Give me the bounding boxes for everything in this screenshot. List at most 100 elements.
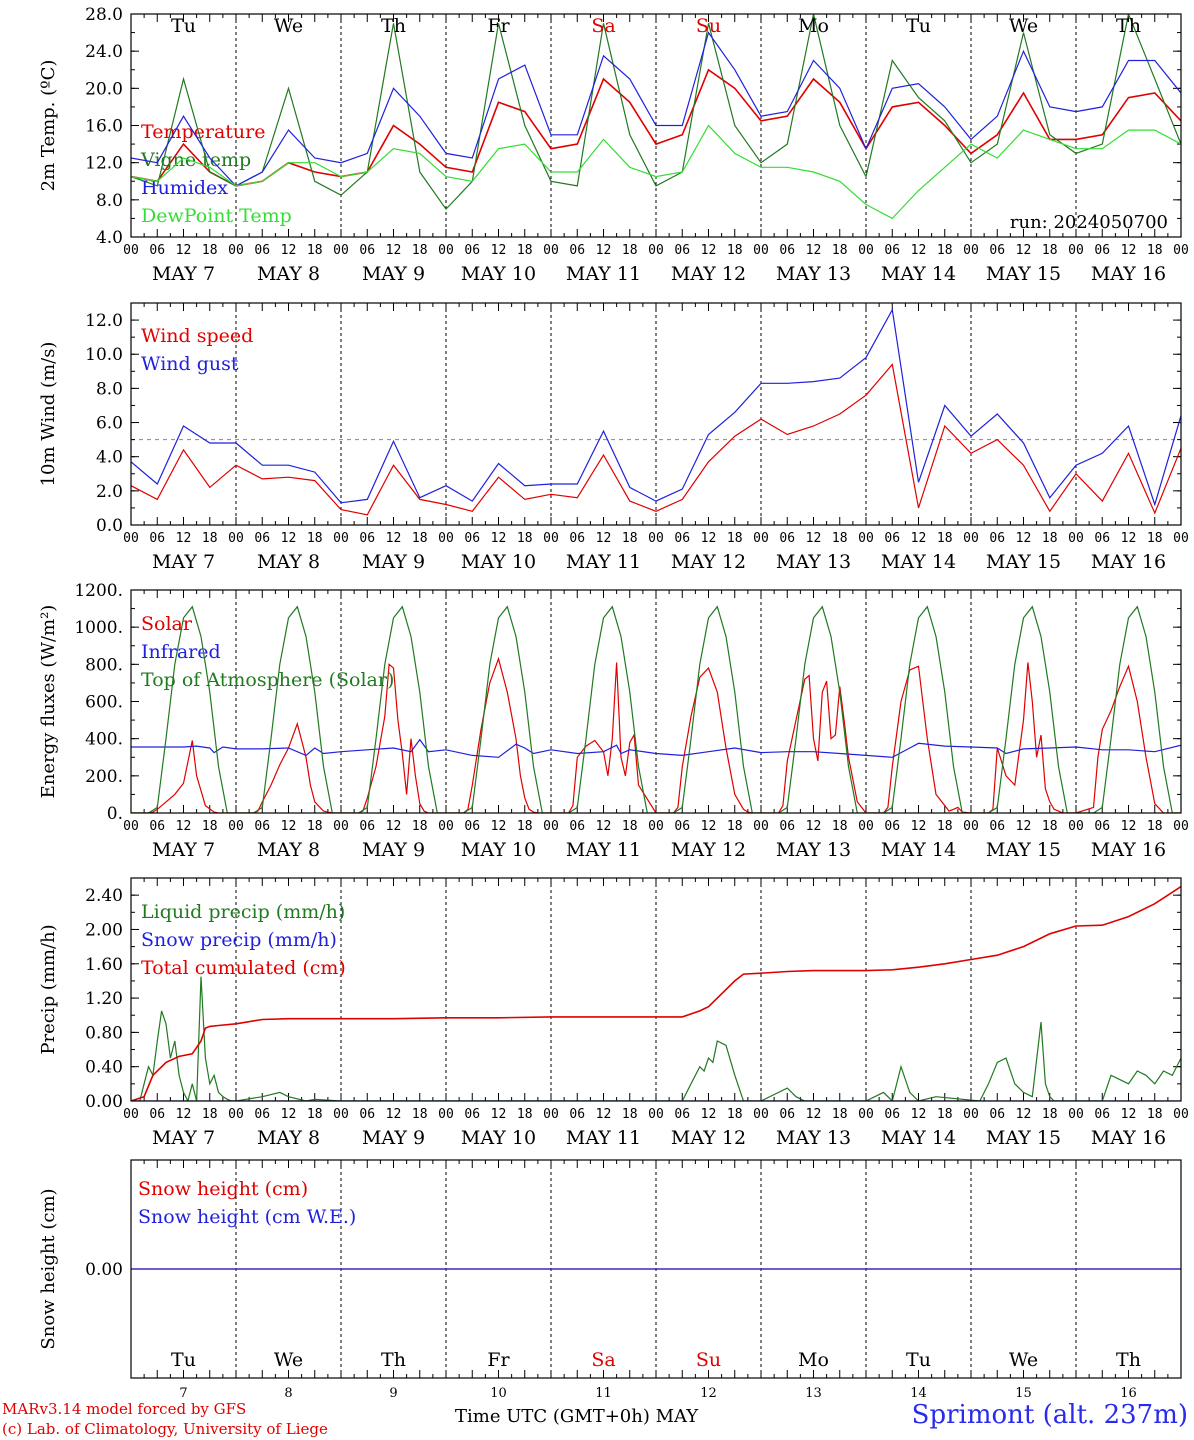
date-label: MAY 15	[986, 263, 1061, 285]
hour-tick-label: 06	[569, 1107, 585, 1122]
date-label: MAY 16	[1091, 551, 1166, 573]
model-credit: MARv3.14 model forced by GFS	[2, 1400, 247, 1418]
hour-tick-label: 06	[674, 1107, 690, 1122]
hour-tick-label: 12	[491, 1107, 507, 1122]
hour-tick-label: 12	[281, 243, 297, 258]
y-axis-title: Precip (mm/h)	[38, 924, 59, 1054]
y-tick-label: 200.	[85, 767, 123, 787]
hour-tick-label: 18	[412, 1107, 428, 1122]
hour-tick-label: 06	[1094, 531, 1110, 546]
hour-tick-label: 06	[1094, 1107, 1110, 1122]
y-tick-label: 4.0	[96, 448, 123, 468]
day-of-week-label: We	[274, 15, 303, 37]
legend-entry: Solar	[141, 613, 193, 635]
hour-tick-label: 18	[517, 819, 533, 834]
legend-entry: Total cumulated (cm)	[141, 957, 346, 979]
date-label: MAY 15	[986, 551, 1061, 573]
legend-entry: Snow height (cm W.E.)	[138, 1206, 356, 1228]
date-label: MAY 14	[881, 1127, 956, 1149]
hour-tick-label: 12	[281, 531, 297, 546]
series-line-wind-speed	[131, 363, 1181, 516]
y-axis-title: 10m Wind (m/s)	[38, 342, 59, 487]
hour-tick-label: 18	[202, 243, 218, 258]
hour-tick-label: 00	[333, 531, 349, 546]
hour-tick-label: 12	[386, 1107, 402, 1122]
hour-tick-label: 12	[1121, 819, 1137, 834]
plot-frame	[130, 1159, 1182, 1379]
y-tick-label: 12.0	[85, 311, 123, 331]
hour-tick-label: 06	[149, 243, 165, 258]
series-line-infrared	[131, 738, 1181, 758]
legend-entry: Snow height (cm)	[138, 1178, 308, 1200]
hour-tick-label: 00	[648, 531, 664, 546]
hour-tick-label: 18	[307, 531, 323, 546]
hour-tick-label: 12	[596, 1107, 612, 1122]
hour-tick-label: 00	[228, 243, 244, 258]
hour-tick-label: 06	[779, 1107, 795, 1122]
hour-tick-label: 06	[359, 243, 375, 258]
hour-tick-label: 18	[622, 819, 638, 834]
hour-tick-label: 12	[1016, 819, 1032, 834]
hour-tick-label: 06	[359, 531, 375, 546]
y-tick-label: 2.00	[85, 920, 123, 940]
series-line-top-of-atmosphere-solar-	[131, 605, 1181, 813]
y-tick-label: 1.60	[85, 955, 123, 975]
hour-tick-label: 00	[438, 819, 454, 834]
hour-tick-label: 00	[438, 1107, 454, 1122]
date-label: MAY 13	[776, 263, 851, 285]
hour-tick-label: 06	[884, 243, 900, 258]
date-label: MAY 9	[362, 263, 425, 285]
day-number-label: 11	[595, 1386, 612, 1401]
date-label: MAY 14	[881, 263, 956, 285]
hour-tick-label: 00	[438, 243, 454, 258]
day-number-label: 10	[490, 1386, 507, 1401]
date-label: MAY 7	[152, 551, 215, 573]
hour-tick-label: 00	[1173, 1107, 1189, 1122]
y-tick-label: 400.	[85, 730, 123, 750]
plot-frame	[130, 302, 1182, 526]
panel-temp: 4.0 8.0 12.0 16.0 20.0 24.0 28.0 2m Temp. (ºC) T…	[38, 5, 1189, 285]
hour-tick-label: 06	[359, 1107, 375, 1122]
day-of-week-label: Sa	[591, 1349, 615, 1371]
run-annotation: run: 2024050700	[1010, 212, 1168, 233]
date-label: MAY 8	[257, 551, 320, 573]
date-label: MAY 10	[461, 263, 536, 285]
date-label: MAY 9	[362, 1127, 425, 1149]
hour-tick-label: 12	[1121, 243, 1137, 258]
y-tick-label: 0.00	[85, 1260, 123, 1280]
hour-tick-label: 18	[1042, 1107, 1058, 1122]
hour-tick-label: 06	[989, 531, 1005, 546]
hour-tick-label: 18	[202, 531, 218, 546]
hour-tick-label: 00	[543, 243, 559, 258]
hour-tick-label: 12	[1121, 531, 1137, 546]
hour-tick-label: 12	[701, 531, 717, 546]
hour-tick-label: 18	[307, 819, 323, 834]
hour-tick-label: 18	[202, 819, 218, 834]
hour-tick-label: 06	[884, 1107, 900, 1122]
y-tick-label: 16.0	[85, 117, 123, 137]
hour-tick-label: 12	[176, 243, 192, 258]
date-label: MAY 12	[671, 1127, 746, 1149]
date-label: MAY 15	[986, 1127, 1061, 1149]
hour-tick-label: 12	[911, 243, 927, 258]
date-label: MAY 12	[671, 551, 746, 573]
hour-tick-label: 00	[753, 1107, 769, 1122]
hour-tick-label: 06	[1094, 243, 1110, 258]
hour-tick-label: 06	[254, 243, 270, 258]
hour-tick-label: 06	[149, 531, 165, 546]
hour-tick-label: 00	[858, 819, 874, 834]
hour-tick-label: 00	[1068, 819, 1084, 834]
hour-tick-label: 06	[884, 819, 900, 834]
hour-tick-label: 00	[858, 1107, 874, 1122]
hour-tick-label: 06	[464, 819, 480, 834]
legend-entry: Top of Atmosphere (Solar)	[141, 669, 394, 691]
hour-tick-label: 00	[963, 531, 979, 546]
hour-tick-label: 06	[464, 1107, 480, 1122]
plot-frame	[130, 877, 1182, 1102]
hour-tick-label: 18	[727, 1107, 743, 1122]
day-of-week-label: Th	[1116, 15, 1141, 37]
date-label: MAY 15	[986, 839, 1061, 861]
hour-tick-label: 18	[937, 1107, 953, 1122]
hour-tick-label: 00	[1068, 243, 1084, 258]
hour-tick-label: 12	[386, 819, 402, 834]
